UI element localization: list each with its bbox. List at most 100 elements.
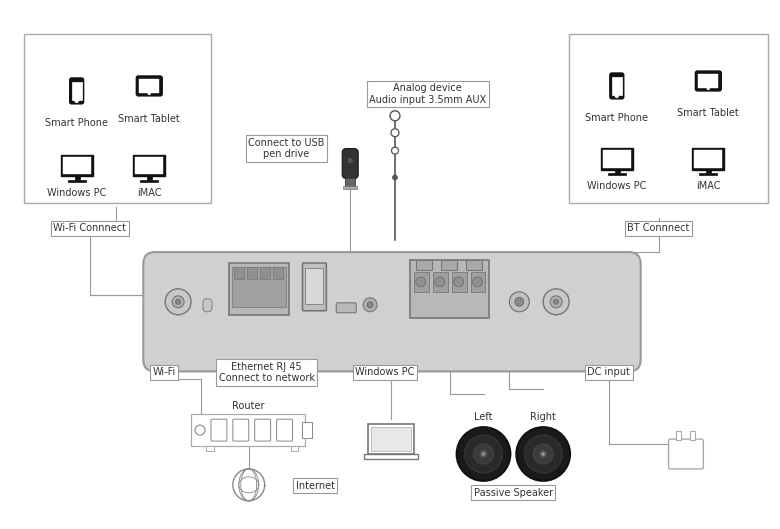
Bar <box>246 267 257 279</box>
Bar <box>364 454 418 459</box>
Bar <box>694 150 722 168</box>
FancyBboxPatch shape <box>336 303 356 313</box>
Bar <box>133 154 165 177</box>
Circle shape <box>516 427 570 481</box>
Bar <box>232 267 285 307</box>
Text: Connect to USB
pen drive: Connect to USB pen drive <box>248 138 324 159</box>
Circle shape <box>195 425 205 435</box>
Circle shape <box>534 444 553 464</box>
Circle shape <box>465 435 502 473</box>
Circle shape <box>543 289 569 315</box>
Bar <box>290 446 299 451</box>
Bar <box>693 148 725 169</box>
Text: BT Connnect: BT Connnect <box>627 223 690 233</box>
Bar <box>75 177 80 180</box>
Circle shape <box>172 296 184 308</box>
FancyBboxPatch shape <box>303 263 326 311</box>
Circle shape <box>363 298 377 312</box>
Circle shape <box>539 450 548 458</box>
Text: Ethernet RJ 45
Connect to network: Ethernet RJ 45 Connect to network <box>218 362 314 383</box>
Circle shape <box>456 427 510 481</box>
Bar <box>698 74 718 88</box>
Bar <box>707 169 711 174</box>
Text: Smart Tablet: Smart Tablet <box>678 108 739 118</box>
FancyBboxPatch shape <box>232 419 249 441</box>
Bar <box>608 174 626 176</box>
Circle shape <box>482 452 485 455</box>
Circle shape <box>454 277 463 287</box>
Text: Wi-Fi Connnect: Wi-Fi Connnect <box>53 223 126 233</box>
Circle shape <box>615 94 619 98</box>
Bar <box>414 272 429 292</box>
Circle shape <box>524 435 562 473</box>
Bar <box>260 267 270 279</box>
Bar <box>206 446 214 451</box>
Circle shape <box>541 452 544 455</box>
Bar <box>147 177 152 180</box>
Bar <box>61 154 93 177</box>
Bar <box>303 422 313 438</box>
Bar <box>433 272 448 292</box>
Bar <box>441 260 456 270</box>
FancyBboxPatch shape <box>277 419 292 441</box>
Bar <box>601 148 633 169</box>
FancyBboxPatch shape <box>136 76 162 96</box>
Circle shape <box>392 175 398 180</box>
Bar <box>136 157 163 175</box>
Text: Windows PC: Windows PC <box>587 181 647 191</box>
Circle shape <box>147 92 151 95</box>
Bar <box>68 180 86 183</box>
Circle shape <box>392 147 399 154</box>
Text: Smart Phone: Smart Phone <box>45 118 108 127</box>
Bar <box>368 424 414 454</box>
Bar <box>410 260 490 318</box>
Bar <box>140 180 158 183</box>
Text: Right: Right <box>530 412 556 422</box>
Bar <box>700 174 718 176</box>
Circle shape <box>165 289 191 315</box>
Text: Internet: Internet <box>296 481 335 491</box>
Bar <box>569 34 768 203</box>
Text: Analog device
Audio input 3.5mm AUX: Analog device Audio input 3.5mm AUX <box>369 83 487 105</box>
Bar <box>603 150 631 168</box>
Circle shape <box>232 469 264 501</box>
FancyBboxPatch shape <box>610 73 624 99</box>
Bar <box>234 267 244 279</box>
FancyBboxPatch shape <box>668 439 704 469</box>
Text: iMAC: iMAC <box>137 188 161 198</box>
Circle shape <box>347 158 353 163</box>
Bar <box>140 79 159 93</box>
Bar <box>676 431 682 440</box>
Text: Left: Left <box>474 412 493 422</box>
Circle shape <box>75 99 79 103</box>
Bar <box>343 186 357 189</box>
Circle shape <box>550 296 562 308</box>
Text: Smart Phone: Smart Phone <box>585 113 648 123</box>
FancyBboxPatch shape <box>144 252 640 371</box>
Bar <box>416 260 432 270</box>
Circle shape <box>391 129 399 136</box>
Circle shape <box>367 302 373 308</box>
Text: Windows PC: Windows PC <box>47 188 106 198</box>
FancyBboxPatch shape <box>255 419 271 441</box>
Bar <box>229 263 289 315</box>
Text: Router: Router <box>232 402 264 411</box>
Text: Passive Speaker: Passive Speaker <box>473 488 553 498</box>
Bar <box>72 82 82 100</box>
Circle shape <box>473 444 494 464</box>
FancyBboxPatch shape <box>696 71 722 91</box>
FancyBboxPatch shape <box>69 78 83 104</box>
Bar <box>452 272 466 292</box>
FancyBboxPatch shape <box>342 149 358 178</box>
Circle shape <box>707 87 710 90</box>
Text: Wi-Fi: Wi-Fi <box>153 368 176 377</box>
Bar <box>612 77 622 95</box>
Text: DC input: DC input <box>587 368 630 377</box>
Text: Windows PC: Windows PC <box>356 368 415 377</box>
Bar <box>62 157 90 175</box>
Circle shape <box>473 277 483 287</box>
Circle shape <box>176 299 181 304</box>
Bar <box>470 272 485 292</box>
FancyBboxPatch shape <box>211 419 227 441</box>
FancyBboxPatch shape <box>203 299 212 312</box>
